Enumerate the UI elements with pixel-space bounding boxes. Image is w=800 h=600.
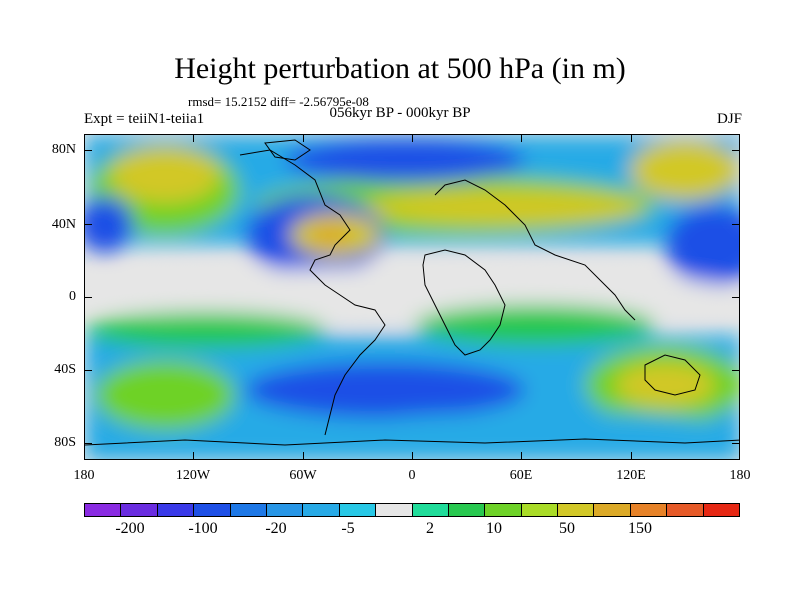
colorbar-swatch [266, 504, 304, 516]
lat-label-80n: 80N [51, 142, 76, 157]
lat-tick [84, 370, 92, 371]
lat-tick [732, 224, 740, 225]
lon-label-0: 0 [408, 468, 416, 483]
colorbar-swatch [194, 504, 231, 516]
colorbar-label: 10 [486, 520, 502, 537]
lat-tick [732, 443, 740, 444]
lat-tick [732, 370, 740, 371]
lon-tick [631, 134, 632, 142]
lon-tick [412, 134, 413, 142]
map-plot-area [84, 134, 740, 460]
period-label: 056kyr BP - 000kyr BP [329, 105, 471, 121]
lat-label-80s: 80S [54, 435, 76, 450]
colorbar-label: 50 [559, 520, 575, 537]
colorbar-swatch [485, 504, 522, 516]
rmsd-diff-text: rmsd= 15.2152 diff= -2.56795e-08 [188, 94, 369, 109]
colorbar-label: -100 [188, 520, 218, 537]
lon-label-60e: 60E [509, 468, 533, 483]
colorbar-label: -200 [115, 520, 145, 537]
lon-label-60w: 60W [289, 468, 317, 483]
colorbar-swatch [703, 504, 740, 516]
colorbar-swatch [667, 504, 704, 516]
lat-tick [84, 150, 92, 151]
colorbar-label: -20 [265, 520, 287, 537]
lon-tick [193, 452, 194, 460]
lat-tick [84, 224, 92, 225]
colorbar [84, 503, 740, 517]
colorbar-swatch [558, 504, 595, 516]
colorbar-swatch [339, 504, 377, 516]
colorbar-swatch [412, 504, 449, 516]
colorbar-label: 150 [628, 520, 652, 537]
lon-tick [412, 452, 413, 460]
lon-tick [521, 452, 522, 460]
colorbar-label: -5 [341, 520, 355, 537]
colorbar-swatch [376, 504, 413, 516]
season-label: DJF [716, 111, 742, 127]
coastlines [85, 139, 739, 446]
lon-label-120w: 120W [175, 468, 211, 483]
lon-tick [521, 134, 522, 142]
lon-tick [193, 134, 194, 142]
colorbar-swatch [521, 504, 559, 516]
lat-tick [732, 150, 740, 151]
contour-fill-layer [85, 135, 739, 459]
lon-label-120e: 120E [616, 468, 646, 483]
colorbar-swatch [121, 504, 158, 516]
lon-tick [631, 452, 632, 460]
plot-title: Height perturbation at 500 hPa (in m) [174, 52, 626, 85]
lat-label-40n: 40N [51, 217, 76, 232]
colorbar-swatch [303, 504, 340, 516]
lat-tick [732, 297, 740, 298]
colorbar-swatch [630, 504, 668, 516]
lon-tick [303, 134, 304, 142]
lat-label-40s: 40S [54, 362, 76, 377]
colorbar-swatch [594, 504, 631, 516]
lon-tick [303, 452, 304, 460]
lat-tick [84, 443, 92, 444]
lat-tick [84, 297, 92, 298]
colorbar-swatch [448, 504, 486, 516]
experiment-label: Expt = teiiN1-teiia1 [84, 111, 205, 127]
colorbar-swatch [230, 504, 267, 516]
lat-label-0: 0 [69, 289, 76, 304]
lon-label-180e: 180 [729, 468, 751, 483]
colorbar-swatch [157, 504, 195, 516]
colorbar-swatch [85, 504, 122, 516]
colorbar-label: 2 [426, 520, 434, 537]
lon-label-180w: 180 [73, 468, 95, 483]
contour-map [85, 135, 739, 459]
